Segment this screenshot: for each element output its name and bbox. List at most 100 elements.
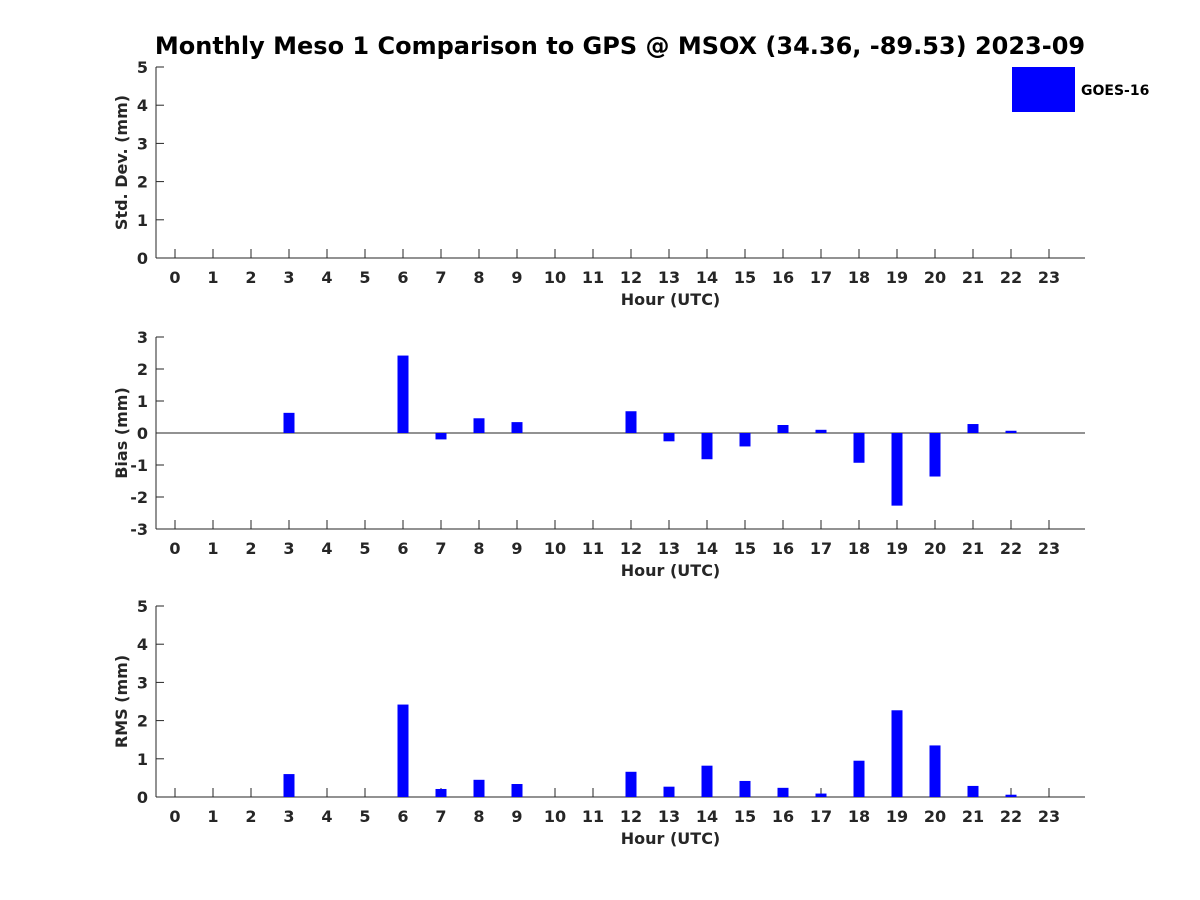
x-axis-label: Hour (UTC) [621, 829, 721, 848]
bar-hour-14 [701, 433, 713, 460]
x-tick-label: 14 [696, 268, 718, 287]
x-tick-label: 16 [772, 268, 794, 287]
bar-hour-9 [511, 784, 523, 797]
y-tick-label: 1 [137, 750, 148, 769]
bar-hour-14 [701, 765, 713, 797]
x-tick-label: 6 [397, 807, 408, 826]
bar-hour-20 [929, 433, 941, 477]
y-tick-label: 3 [137, 673, 148, 692]
bar-hour-18 [853, 433, 865, 463]
y-tick-label: 2 [137, 712, 148, 731]
x-tick-label: 5 [359, 268, 370, 287]
x-tick-label: 22 [1000, 539, 1022, 558]
x-tick-label: 10 [544, 807, 566, 826]
bar-hour-13 [663, 433, 675, 442]
x-tick-label: 19 [886, 268, 908, 287]
bar-hour-15 [739, 433, 751, 447]
bar-hour-16 [777, 425, 789, 433]
bar-hour-19 [891, 433, 903, 506]
x-tick-label: 1 [207, 807, 218, 826]
bar-hour-8 [473, 779, 485, 797]
y-axis-label: RMS (mm) [112, 655, 131, 748]
x-tick-label: 11 [582, 539, 604, 558]
y-tick-label: 0 [137, 249, 148, 268]
bar-hour-17 [815, 793, 827, 797]
x-tick-label: 19 [886, 539, 908, 558]
x-tick-label: 4 [321, 268, 332, 287]
x-tick-label: 2 [245, 807, 256, 826]
x-tick-label: 8 [473, 268, 484, 287]
x-tick-label: 23 [1038, 268, 1060, 287]
x-tick-label: 17 [810, 268, 832, 287]
x-tick-label: 7 [435, 807, 446, 826]
x-tick-label: 12 [620, 539, 642, 558]
bar-hour-17 [815, 429, 827, 433]
y-tick-label: 3 [137, 134, 148, 153]
y-tick-label: 2 [137, 173, 148, 192]
x-tick-label: 12 [620, 268, 642, 287]
x-tick-label: 0 [169, 268, 180, 287]
bar-hour-16 [777, 787, 789, 797]
x-tick-label: 18 [848, 807, 870, 826]
x-tick-label: 13 [658, 268, 680, 287]
bar-hour-6 [397, 355, 409, 433]
bar-hour-7 [435, 788, 447, 797]
x-tick-label: 9 [511, 539, 522, 558]
x-tick-label: 15 [734, 807, 756, 826]
bar-hour-12 [625, 771, 637, 797]
y-tick-label: 1 [137, 211, 148, 230]
x-tick-label: 11 [582, 268, 604, 287]
y-tick-label: 4 [137, 96, 148, 115]
x-tick-label: 8 [473, 539, 484, 558]
x-tick-label: 14 [696, 807, 718, 826]
y-tick-label: 4 [137, 635, 148, 654]
bar-hour-3 [283, 412, 295, 433]
x-tick-label: 13 [658, 807, 680, 826]
x-tick-label: 13 [658, 539, 680, 558]
y-axis-label: Std. Dev. (mm) [112, 95, 131, 230]
x-tick-label: 8 [473, 807, 484, 826]
bar-hour-21 [967, 785, 979, 797]
x-tick-label: 5 [359, 807, 370, 826]
x-tick-label: 3 [283, 807, 294, 826]
x-tick-label: 10 [544, 268, 566, 287]
x-tick-label: 6 [397, 539, 408, 558]
x-tick-label: 10 [544, 539, 566, 558]
x-tick-label: 22 [1000, 268, 1022, 287]
legend-swatch [1012, 67, 1075, 112]
bar-hour-8 [473, 418, 485, 433]
x-tick-label: 7 [435, 539, 446, 558]
x-tick-label: 14 [696, 539, 718, 558]
x-tick-label: 18 [848, 268, 870, 287]
x-tick-label: 11 [582, 807, 604, 826]
y-tick-label: 5 [137, 58, 148, 77]
x-tick-label: 20 [924, 268, 946, 287]
x-tick-label: 21 [962, 539, 984, 558]
x-tick-label: 2 [245, 539, 256, 558]
x-tick-label: 16 [772, 539, 794, 558]
x-tick-label: 20 [924, 807, 946, 826]
x-axis-label: Hour (UTC) [621, 290, 721, 309]
bar-hour-18 [853, 760, 865, 797]
x-tick-label: 5 [359, 539, 370, 558]
y-tick-label: -2 [130, 488, 148, 507]
x-axis-label: Hour (UTC) [621, 561, 721, 580]
x-tick-label: 17 [810, 539, 832, 558]
y-tick-label: 3 [137, 328, 148, 347]
x-tick-label: 9 [511, 807, 522, 826]
bar-hour-9 [511, 422, 523, 433]
bar-hour-22 [1005, 794, 1017, 797]
x-tick-label: 12 [620, 807, 642, 826]
bar-hour-21 [967, 424, 979, 433]
x-tick-label: 22 [1000, 807, 1022, 826]
y-tick-label: 0 [137, 424, 148, 443]
bar-hour-19 [891, 710, 903, 797]
x-tick-label: 23 [1038, 539, 1060, 558]
bar-hour-6 [397, 704, 409, 797]
x-tick-label: 1 [207, 268, 218, 287]
y-tick-label: -3 [130, 520, 148, 539]
